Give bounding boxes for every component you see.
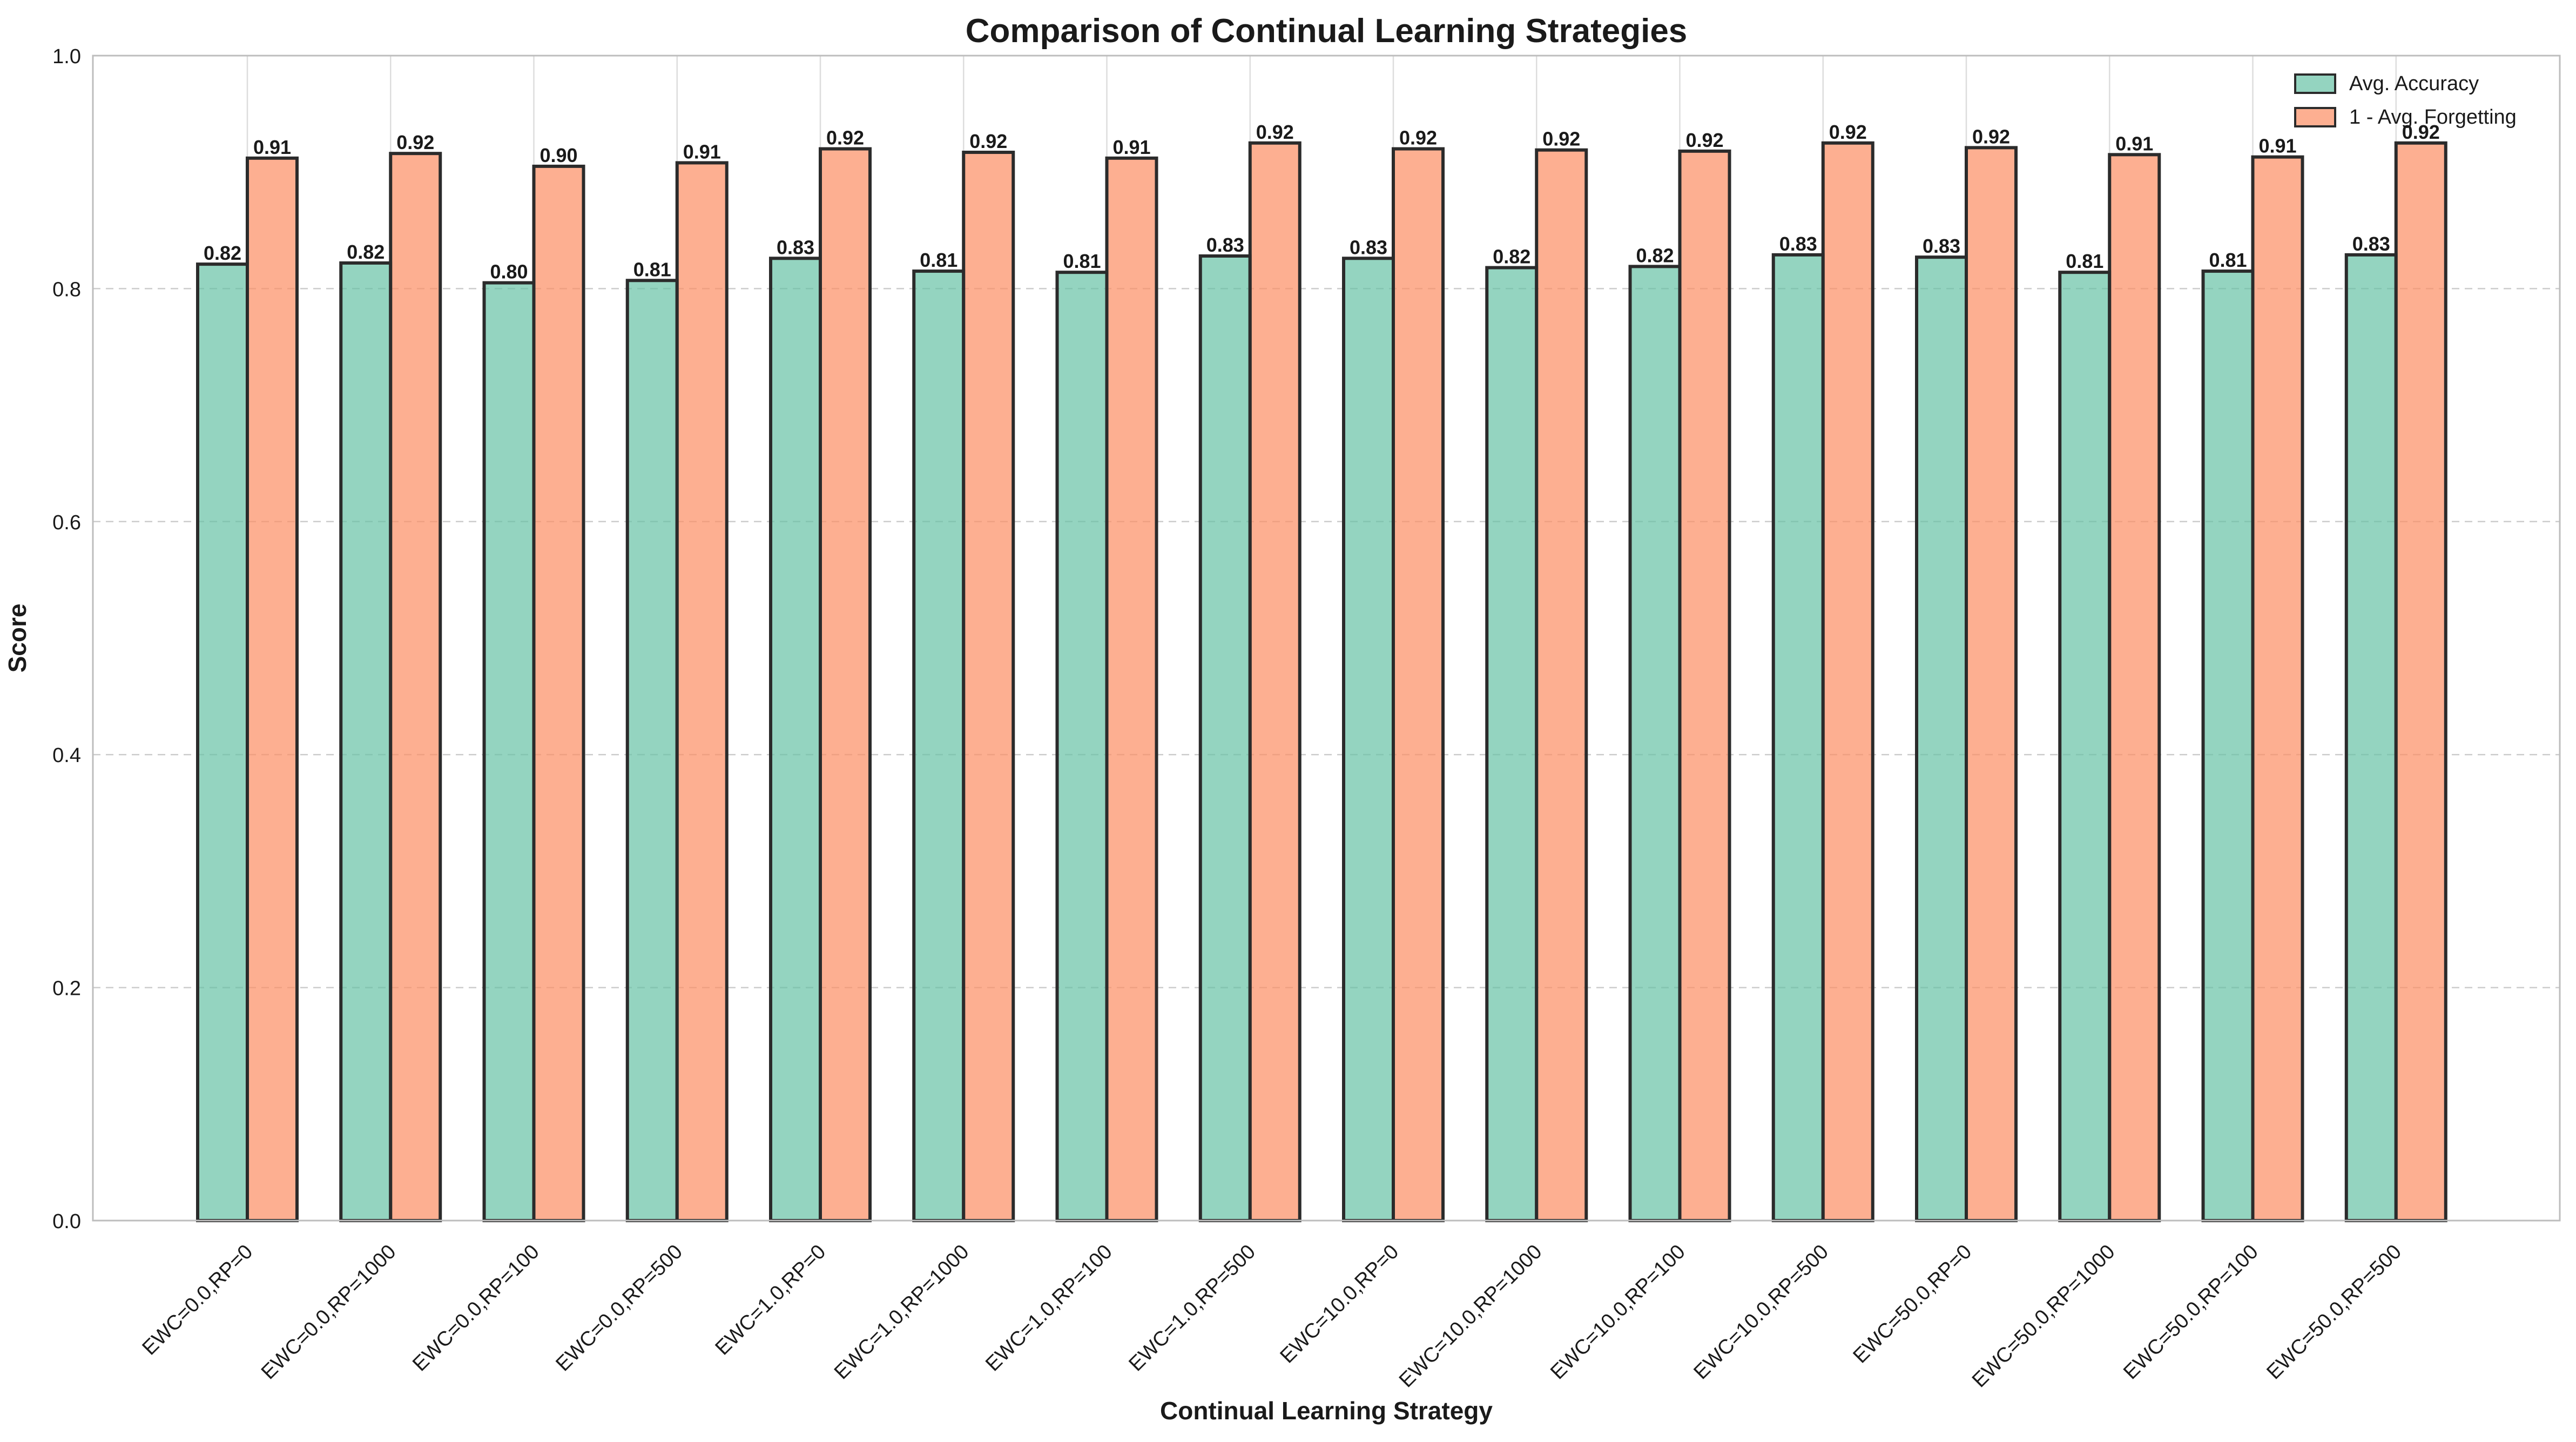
bar-value-label: 0.83	[1923, 235, 1960, 257]
x-axis-title: Continual Learning Strategy	[1160, 1397, 1493, 1425]
bar-value-label: 0.83	[1779, 233, 1817, 255]
bar-value-label: 0.83	[1206, 234, 1244, 256]
bar	[339, 261, 393, 1222]
legend: Avg. Accuracy 1 - Avg. Forgetting	[2294, 72, 2517, 129]
bar	[482, 281, 536, 1222]
bar	[1392, 147, 1445, 1222]
bar-value-label: 0.92	[1256, 121, 1294, 143]
bar-value-label: 0.91	[2258, 135, 2296, 157]
data-labels: 0.82 0.82 0.80 0.81 0.83 0.81 0.81 0.83 0.83 0.82…	[204, 121, 2440, 283]
y-tick-label: 0.6	[52, 511, 81, 534]
bar	[962, 151, 1015, 1222]
bar	[1821, 141, 1874, 1222]
bar	[1771, 253, 1825, 1222]
bar	[819, 147, 872, 1222]
bar	[2251, 155, 2304, 1222]
bar-value-label: 0.92	[1399, 127, 1437, 149]
bar-value-label: 0.81	[633, 258, 671, 280]
bar	[1485, 266, 1539, 1223]
bars	[196, 141, 2447, 1223]
y-tick-label: 0.0	[52, 1210, 81, 1233]
bar	[2108, 153, 2161, 1223]
bar-value-label: 0.91	[683, 140, 721, 163]
bar-value-label: 0.83	[2352, 233, 2390, 255]
bar-value-label: 0.82	[1636, 244, 1674, 266]
y-axis: 0.0 0.2 0.4 0.6 0.8 1.0	[52, 45, 81, 1233]
bar	[1678, 149, 1731, 1222]
bar-value-label: 0.92	[2402, 121, 2440, 143]
bar	[1105, 156, 1158, 1222]
bar	[246, 156, 299, 1222]
bar-value-label: 0.82	[204, 242, 241, 264]
y-tick-label: 1.0	[52, 45, 81, 68]
bar-value-label: 0.83	[1350, 236, 1387, 258]
bar	[1248, 141, 1302, 1222]
bar	[389, 152, 442, 1222]
legend-label: 1 - Avg. Forgetting	[2349, 106, 2517, 129]
bar	[769, 257, 822, 1222]
bar-value-label: 0.81	[2209, 249, 2247, 271]
bar-value-label: 0.83	[777, 236, 814, 258]
bar-value-label: 0.92	[1542, 128, 1580, 150]
bar	[675, 161, 729, 1223]
legend-swatch	[2294, 73, 2336, 94]
chart-title: Comparison of Continual Learning Strateg…	[966, 12, 1688, 50]
y-tick-label: 0.8	[52, 278, 81, 301]
bar	[1628, 265, 1682, 1222]
bar	[1198, 254, 1252, 1222]
bar	[532, 164, 585, 1222]
bar-value-label: 0.92	[826, 127, 864, 149]
legend-swatch	[2294, 107, 2336, 127]
y-tick-label: 0.2	[52, 978, 81, 1000]
bar-value-label: 0.91	[253, 136, 291, 158]
bar	[2344, 253, 2398, 1222]
bar-value-label: 0.81	[920, 249, 957, 271]
bar-value-label: 0.92	[1972, 125, 2010, 147]
bar	[1055, 271, 1109, 1222]
bar	[2201, 269, 2255, 1222]
bar	[1342, 257, 1395, 1222]
bar-value-label: 0.92	[1829, 121, 1867, 143]
bar-value-label: 0.91	[2115, 132, 2153, 154]
bar-value-label: 0.82	[347, 241, 385, 263]
bar	[2058, 271, 2112, 1222]
bar	[1915, 255, 1968, 1222]
bar-value-label: 0.90	[540, 144, 577, 166]
bar	[1965, 146, 2018, 1223]
bar-value-label: 0.92	[969, 130, 1007, 152]
bar-value-label: 0.80	[490, 261, 528, 283]
plot-area-frame	[92, 55, 2561, 1222]
bar	[2394, 141, 2447, 1222]
legend-label: Avg. Accuracy	[2349, 72, 2479, 95]
bar-value-label: 0.92	[1685, 129, 1723, 151]
y-axis-title: Score	[3, 604, 31, 673]
bar	[912, 269, 966, 1222]
bar	[196, 262, 249, 1222]
bar-value-label: 0.81	[2066, 250, 2103, 272]
y-tick-label: 0.4	[52, 744, 81, 767]
bar-value-label: 0.81	[1063, 250, 1101, 272]
bar-value-label: 0.92	[396, 131, 434, 153]
bar-value-label: 0.82	[1493, 246, 1530, 268]
bar-value-label: 0.91	[1112, 136, 1150, 158]
bar	[625, 279, 679, 1222]
bar	[1535, 148, 1588, 1222]
